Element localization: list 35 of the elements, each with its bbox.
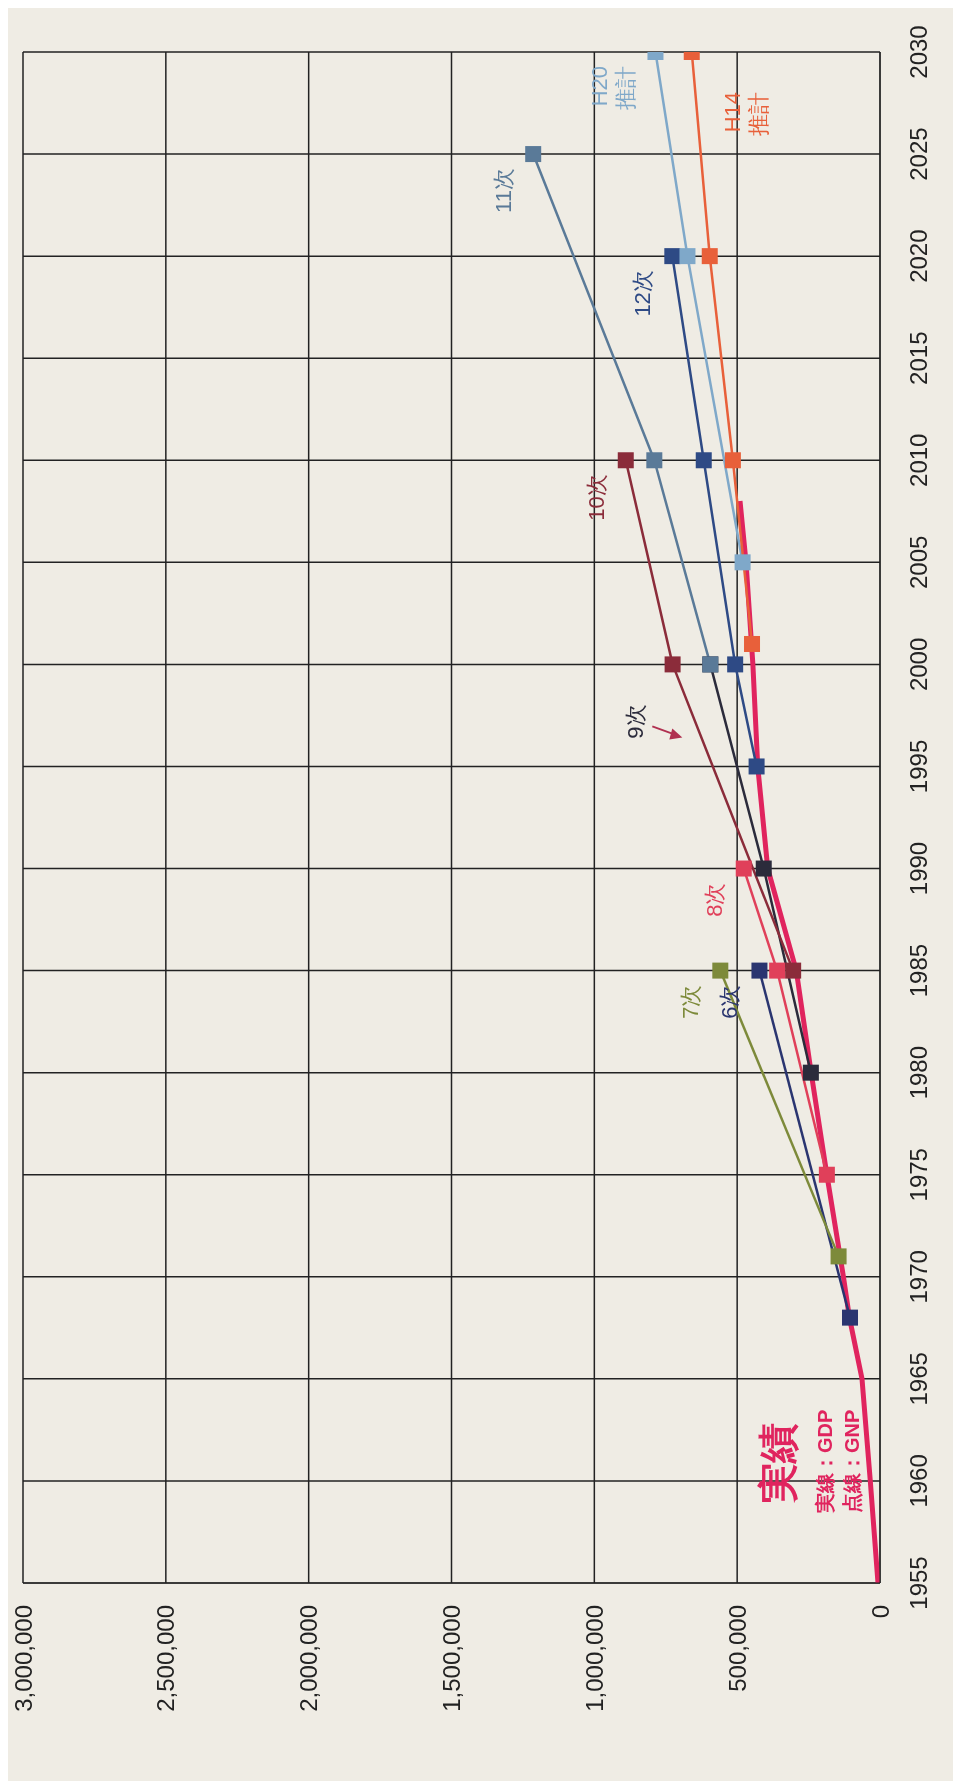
x-tick-label: 2,000,000 [295,1605,323,1712]
x-tick-label: 1,000,000 [580,1605,608,1712]
y-tick-label: 2010 [904,433,932,487]
x-tick-label: 2,500,000 [152,1605,180,1712]
annotation: 実績 [756,1423,800,1504]
text: 10次 [583,474,609,521]
y-tick-label: 1965 [904,1352,932,1406]
y-tick-label: 1980 [904,1045,932,1100]
y-tick-label: 1985 [904,943,932,998]
x-tick-label: 1,500,000 [438,1605,465,1712]
text: 8次 [701,882,727,917]
text: H14 推計 [719,92,771,136]
y-tick-label: 2015 [904,331,932,385]
x-tick-label: 500,000 [723,1605,751,1692]
x-tick-label: 3,000,000 [9,1605,37,1712]
y-tick-label: 1990 [904,841,932,896]
y-tick-label: 2020 [904,229,932,283]
y-tick-label: 2005 [904,535,932,590]
y-tick-label: 1975 [904,1148,932,1202]
text: 12次 [629,270,655,317]
annotation: 点線：GNP [841,1409,863,1513]
x-tick-label: 0 [866,1605,894,1619]
y-tick-label: 2025 [904,127,932,181]
y-tick-label: 1955 [904,1556,932,1610]
text: H20 推計 [586,66,638,110]
annotation: 実線：GDP [814,1409,836,1514]
text: 9次 [622,704,648,739]
y-tick-label: 1995 [904,739,932,794]
y-tick-label: 2030 [904,25,932,79]
y-tick-label: 2000 [904,637,932,692]
y-tick-label: 1970 [904,1250,932,1304]
text: 7次 [677,984,703,1019]
y-tick-label: 1960 [904,1454,932,1508]
text: 6次 [716,984,742,1019]
text: 11次 [490,168,516,213]
